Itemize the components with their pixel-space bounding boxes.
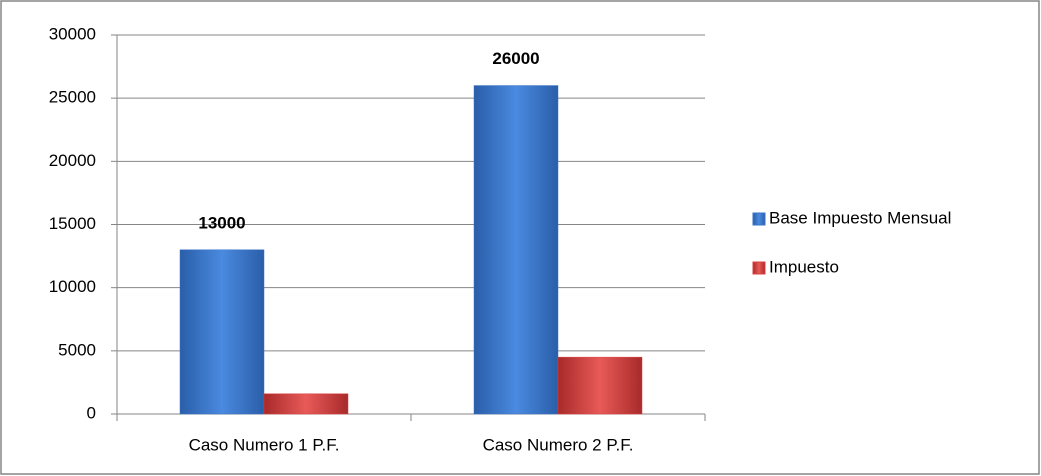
legend-label: Impuesto — [769, 257, 839, 276]
bar — [179, 249, 265, 415]
y-tick-label: 20000 — [49, 151, 96, 170]
data-label: 26000 — [492, 49, 539, 68]
y-tick-label: 30000 — [49, 24, 96, 43]
legend-swatch — [752, 261, 766, 275]
legend-swatch — [752, 212, 766, 226]
y-tick-label: 15000 — [49, 214, 96, 233]
x-tick-label: Caso Numero 1 P.F. — [189, 435, 340, 454]
y-tick-label: 0 — [87, 403, 96, 422]
x-tick-label: Caso Numero 2 P.F. — [483, 435, 634, 454]
bar — [263, 393, 349, 415]
data-label: 13000 — [198, 213, 245, 232]
legend-label: Base Impuesto Mensual — [769, 208, 951, 227]
bar — [557, 356, 643, 415]
bar — [473, 85, 559, 415]
y-tick-label: 25000 — [49, 88, 96, 107]
y-tick-label: 10000 — [49, 277, 96, 296]
y-tick-label: 5000 — [58, 340, 96, 359]
